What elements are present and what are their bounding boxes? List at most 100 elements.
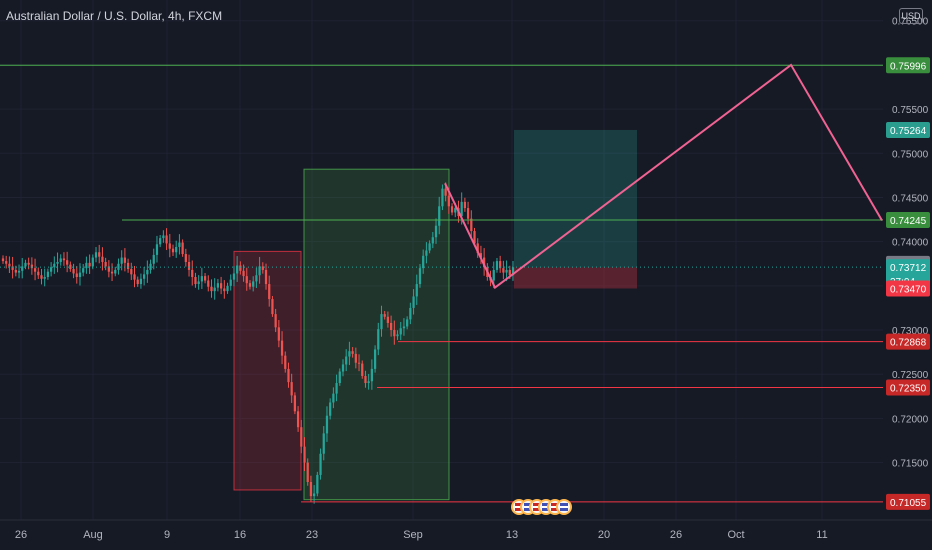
- candle-body: [200, 276, 203, 282]
- time-axis[interactable]: 26 Aug 9 16 23 Sep 13 20 26 Oct 11: [0, 519, 932, 541]
- candle-body: [59, 258, 62, 262]
- candle-body: [296, 411, 300, 428]
- time-tick-label: 16: [234, 529, 246, 541]
- candle-body: [383, 314, 386, 317]
- candle-body: [431, 237, 434, 244]
- candle-body: [232, 273, 236, 280]
- candle-body: [396, 334, 399, 337]
- candle-body: [88, 262, 91, 267]
- economic-events-row[interactable]: [511, 499, 572, 515]
- candle-body: [82, 268, 85, 273]
- candle-body: [380, 314, 383, 330]
- candle-body: [361, 363, 364, 376]
- price-label-badge[interactable]: [886, 121, 930, 138]
- price-label-value: 0.73470: [890, 284, 927, 295]
- candle-body: [168, 243, 171, 249]
- candle-body: [483, 257, 486, 268]
- drawings-layer[interactable]: [233, 129, 637, 501]
- candle-body: [136, 279, 139, 285]
- candle-body: [399, 328, 402, 335]
- candle-body: [422, 255, 425, 269]
- candle-body: [152, 254, 155, 264]
- price-label-badge[interactable]: [886, 280, 930, 297]
- currency-badge[interactable]: USD: [899, 8, 923, 24]
- price-label-badge[interactable]: [886, 493, 930, 510]
- candle-body: [499, 261, 502, 269]
- candle-body: [53, 263, 56, 268]
- candle-body: [511, 267, 515, 276]
- candle-body: [447, 195, 450, 207]
- candle-body: [450, 206, 454, 213]
- candle-body: [284, 355, 287, 369]
- candle-body: [146, 269, 149, 275]
- candle-body: [476, 243, 479, 254]
- drawings-overlay[interactable]: [0, 63, 883, 503]
- long-position-stop-zone[interactable]: [514, 267, 637, 289]
- candle-body: [216, 283, 220, 288]
- candle-body: [165, 235, 168, 244]
- bearish-zone-box[interactable]: [233, 250, 302, 491]
- candle-body: [78, 272, 82, 277]
- price-tick-label: 0.76500: [892, 17, 929, 28]
- price-label-value: 0.73712: [890, 263, 927, 274]
- price-axis[interactable]: 0.715000.720000.725000.730000.735000.740…: [883, 0, 932, 550]
- candle-body: [306, 462, 309, 483]
- candle-body: [434, 225, 438, 238]
- candle-body: [287, 368, 290, 383]
- candle-body: [386, 316, 390, 323]
- price-tick-label: 0.72500: [892, 370, 929, 381]
- candle-body: [207, 280, 210, 287]
- candle-body: [239, 265, 242, 271]
- price-label-value: 0.75996: [890, 61, 927, 72]
- candle-body: [203, 276, 207, 281]
- candle-body: [143, 274, 146, 279]
- candle-body: [126, 262, 130, 270]
- candle-body: [373, 349, 377, 369]
- price-label-value: 0.72868: [890, 338, 927, 349]
- candle-body: [219, 283, 223, 289]
- candle-body: [181, 242, 184, 255]
- candle-body: [425, 250, 428, 256]
- candle-body: [332, 393, 335, 403]
- price-label-badge[interactable]: [886, 333, 930, 350]
- candle-body: [1, 258, 5, 262]
- price-tick-label: 0.74000: [892, 238, 929, 249]
- bullish-zone-box[interactable]: [303, 168, 450, 501]
- price-label-badge[interactable]: [886, 57, 930, 74]
- candle-body: [8, 263, 11, 267]
- candle-body: [242, 270, 245, 277]
- candle-body: [280, 340, 284, 356]
- candle-body: [470, 218, 473, 232]
- candle-body: [223, 288, 226, 292]
- candle-body: [66, 260, 69, 265]
- candle-body: [248, 283, 252, 287]
- candle-body: [17, 270, 21, 273]
- candle-body: [117, 263, 120, 270]
- long-position-target-zone[interactable]: [514, 129, 637, 268]
- price-label-badge[interactable]: [886, 212, 930, 229]
- flag-icon-stripe: [560, 506, 568, 508]
- candle-body: [290, 382, 293, 396]
- candle-body: [139, 278, 143, 285]
- candle-body: [123, 257, 127, 263]
- candle-body: [412, 296, 415, 308]
- candle-body: [415, 284, 418, 297]
- candle-body: [393, 330, 396, 337]
- candle-body: [213, 287, 216, 292]
- price-label-value: 0.71055: [890, 498, 927, 509]
- candle-body: [473, 231, 476, 244]
- candle-body: [49, 267, 53, 272]
- projection-zigzag-path[interactable]: [444, 63, 883, 290]
- candle-body: [30, 264, 33, 269]
- price-label-value: 0.75264: [890, 126, 927, 137]
- time-tick-label: 20: [598, 529, 610, 541]
- candle-body: [309, 482, 313, 497]
- candle-body: [495, 261, 499, 270]
- candle-body: [245, 276, 248, 284]
- candle-body: [418, 268, 422, 285]
- price-label-badge[interactable]: [886, 379, 930, 396]
- time-tick-label: 26: [15, 529, 27, 541]
- candle-body: [187, 261, 191, 270]
